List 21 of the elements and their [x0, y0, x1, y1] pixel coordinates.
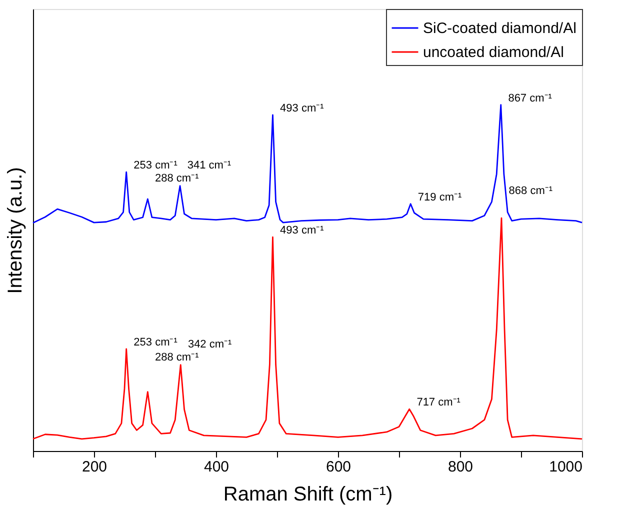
- annotation: 342 cm⁻¹: [188, 338, 232, 350]
- x-tick-label: 800: [448, 458, 474, 476]
- annotation: 253 cm⁻¹: [134, 336, 178, 348]
- annotation: 868 cm⁻¹: [508, 184, 553, 197]
- annotation: 253 cm⁻¹: [134, 160, 178, 172]
- annotation: 493 cm⁻¹: [280, 102, 324, 114]
- annotation: 341 cm⁻¹: [187, 160, 232, 172]
- annotation: 288 cm⁻¹: [155, 352, 200, 364]
- x-tick-label: 200: [82, 458, 108, 476]
- annotation: 493 cm⁻¹: [280, 224, 324, 237]
- annotation: 719 cm⁻¹: [418, 191, 462, 204]
- annotation: 717 cm⁻¹: [416, 396, 461, 409]
- x-axis-title: Raman Shift (cm⁻¹): [223, 484, 393, 506]
- annotation: 288 cm⁻¹: [155, 172, 200, 185]
- legend-label: SiC-coated diamond/Al: [423, 20, 576, 37]
- x-tick-label: 400: [204, 458, 230, 476]
- legend-label: uncoated diamond/Al: [423, 44, 564, 61]
- x-tick-label: 600: [326, 458, 352, 476]
- annotation: 867 cm⁻¹: [508, 92, 552, 104]
- y-axis-title: Intensity (a.u.): [4, 167, 26, 294]
- x-tick-label: 1000: [549, 458, 582, 476]
